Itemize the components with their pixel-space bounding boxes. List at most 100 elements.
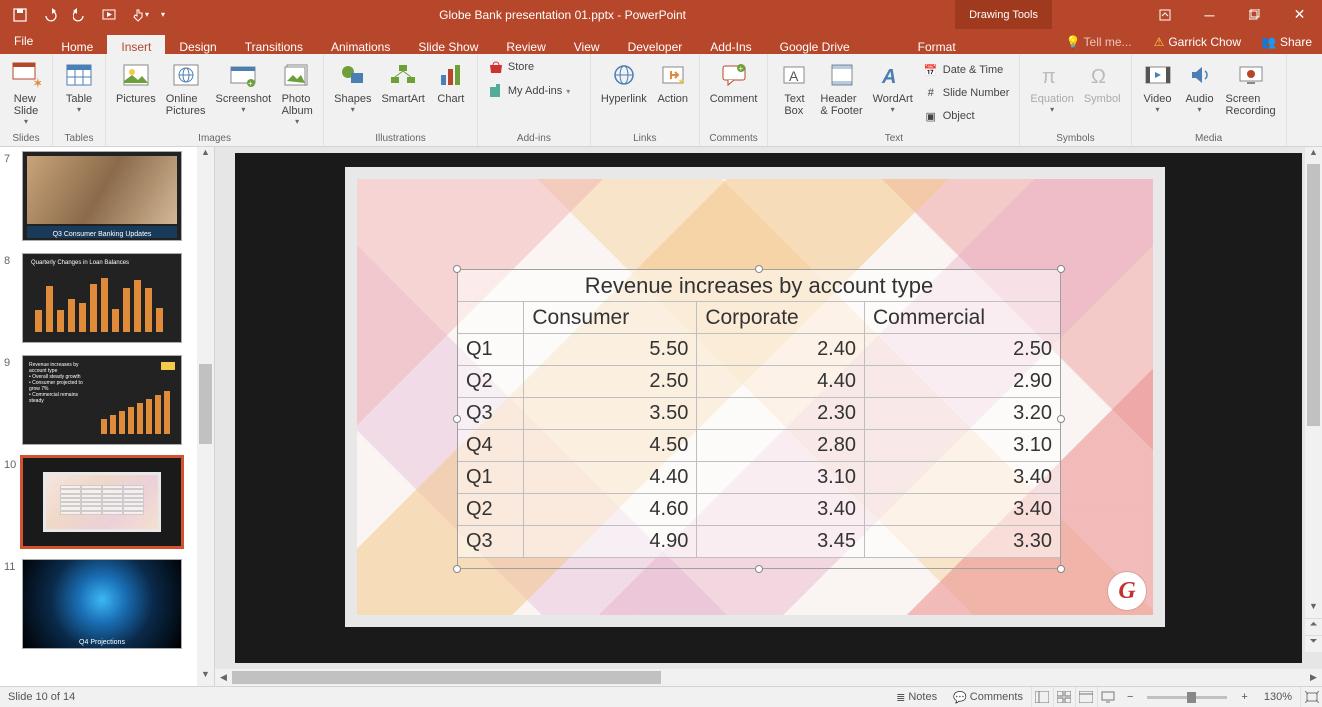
save-button[interactable] — [6, 3, 34, 27]
wordart-button[interactable]: AWordArt▾ — [869, 56, 917, 114]
normal-view-button[interactable] — [1031, 687, 1053, 707]
slide-thumbnail-pane[interactable]: 7Q3 Consumer Banking Updates8Quarterly C… — [0, 147, 215, 686]
photo-album-button[interactable]: PhotoAlbum▾ — [277, 56, 317, 126]
next-slide-button[interactable]: ⏷ — [1305, 635, 1322, 652]
svg-text:+: + — [738, 64, 743, 73]
header-footer-label: Header& Footer — [820, 93, 862, 117]
scroll-thumb[interactable] — [1307, 164, 1320, 426]
video-button[interactable]: Video▾ — [1138, 56, 1178, 114]
slide-thumbnail-8[interactable]: 8Quarterly Changes in Loan Balances — [0, 249, 195, 351]
close-button[interactable]: ✕ — [1277, 0, 1322, 29]
resize-handle-ne[interactable] — [1057, 265, 1065, 273]
resize-handle-se[interactable] — [1057, 565, 1065, 573]
slide-show-button[interactable] — [1097, 687, 1119, 707]
editor-horizontal-scrollbar[interactable]: ◀ ▶ — [215, 669, 1322, 686]
date-time-button[interactable]: 📅Date & Time — [919, 59, 1014, 81]
slide-thumbnail-7[interactable]: 7Q3 Consumer Banking Updates — [0, 147, 195, 249]
table-object[interactable]: Revenue increases by account typeConsume… — [457, 269, 1061, 569]
smartart-button[interactable]: SmartArt — [377, 56, 428, 105]
thumbnail-preview: Q4 Projections — [22, 559, 182, 649]
fit-to-window-button[interactable] — [1300, 687, 1322, 707]
resize-handle-n[interactable] — [755, 265, 763, 273]
shapes-label: Shapes — [334, 93, 371, 105]
scroll-right-button[interactable]: ▶ — [1305, 672, 1322, 683]
shapes-button[interactable]: Shapes▾ — [330, 56, 375, 114]
screenshot-button[interactable]: +Screenshot▾ — [212, 56, 276, 114]
store-button[interactable]: Store — [484, 56, 584, 78]
ribbon-display-options-button[interactable] — [1142, 0, 1187, 29]
screen-recording-button[interactable]: ScreenRecording — [1222, 56, 1280, 117]
resize-handle-sw[interactable] — [453, 565, 461, 573]
globe-bank-logo: G — [1107, 571, 1147, 611]
smartart-icon — [387, 59, 419, 91]
reading-view-button[interactable] — [1075, 687, 1097, 707]
chart-button[interactable]: Chart — [431, 56, 471, 105]
slide-thumbnail-9[interactable]: 9Revenue increases by account type• Over… — [0, 351, 195, 453]
scroll-up-button[interactable]: ▲ — [197, 147, 214, 164]
online-pictures-button[interactable]: OnlinePictures — [162, 56, 210, 117]
redo-button[interactable] — [66, 3, 94, 27]
zoom-slider-knob[interactable] — [1187, 692, 1196, 703]
scroll-thumb[interactable] — [232, 671, 661, 684]
scroll-down-button[interactable]: ▼ — [197, 669, 214, 686]
object-button[interactable]: ▣Object — [919, 105, 1014, 127]
table-button[interactable]: Table▾ — [59, 56, 99, 114]
comment-button[interactable]: + Comment — [706, 56, 762, 105]
photo-album-label: PhotoAlbum — [282, 93, 313, 117]
scroll-left-button[interactable]: ◀ — [215, 672, 232, 683]
dropdown-caret: ▾ — [1156, 105, 1160, 114]
resize-handle-s[interactable] — [755, 565, 763, 573]
comments-button[interactable]: 💬Comments — [945, 687, 1031, 707]
pictures-button[interactable]: Pictures — [112, 56, 160, 105]
screenshot-label: Screenshot — [216, 93, 272, 105]
zoom-in-button[interactable]: + — [1233, 687, 1255, 707]
notes-button[interactable]: ≣Notes — [888, 687, 945, 707]
slide[interactable]: G Revenue increases by account typeConsu… — [345, 167, 1165, 627]
header-footer-button[interactable]: Header& Footer — [816, 56, 866, 117]
slide-thumbnail-10[interactable]: 10 — [0, 453, 195, 555]
zoom-level[interactable]: 130% — [1256, 687, 1300, 707]
hyperlink-button[interactable]: Hyperlink — [597, 56, 651, 105]
start-from-beginning-button[interactable] — [96, 3, 124, 27]
tell-me-input[interactable]: 💡 Tell me... — [1053, 30, 1143, 54]
scroll-track[interactable] — [197, 164, 214, 669]
my-addins-button[interactable]: My Add-ins ▾ — [484, 80, 584, 102]
svg-text:A: A — [881, 66, 896, 87]
zoom-out-button[interactable]: − — [1119, 687, 1141, 707]
slide-number-button[interactable]: #Slide Number — [919, 82, 1014, 104]
action-button[interactable]: ✶Action — [653, 56, 693, 105]
slide-thumbnail-11[interactable]: 11Q4 Projections — [0, 555, 195, 657]
resize-handle-nw[interactable] — [453, 265, 461, 273]
scroll-track[interactable] — [1305, 164, 1322, 601]
previous-slide-button[interactable]: ⏶ — [1305, 618, 1322, 635]
tab-file[interactable]: File — [0, 29, 47, 54]
slide-counter[interactable]: Slide 10 of 14 — [0, 691, 75, 703]
addins-icon — [488, 83, 504, 99]
scroll-thumb[interactable] — [199, 364, 212, 444]
editor-vertical-scrollbar[interactable]: ▲ ▼ ⏶ ⏷ — [1305, 147, 1322, 652]
resize-handle-e[interactable] — [1057, 415, 1065, 423]
undo-button[interactable] — [36, 3, 64, 27]
text-box-button[interactable]: ATextBox — [774, 56, 814, 117]
customize-qat-button[interactable]: ▾ — [156, 3, 170, 27]
ribbon-tabs: File HomeInsertDesignTransitionsAnimatio… — [0, 29, 1322, 54]
comment-label: Comment — [710, 93, 758, 105]
scroll-track[interactable] — [232, 669, 1305, 686]
store-label: Store — [508, 61, 534, 73]
thumbnail-scrollbar[interactable]: ▲ ▼ — [197, 147, 214, 686]
new-slide-button[interactable]: ✶NewSlide▾ — [6, 56, 46, 126]
canvas-area[interactable]: G Revenue increases by account typeConsu… — [215, 147, 1322, 669]
maximize-button[interactable] — [1232, 0, 1277, 29]
audio-button[interactable]: Audio▾ — [1180, 56, 1220, 114]
minimize-button[interactable]: ─ — [1187, 0, 1232, 29]
touch-mode-button[interactable]: ▾ — [126, 3, 154, 27]
slide-sorter-button[interactable] — [1053, 687, 1075, 707]
svg-text:+: + — [248, 79, 253, 87]
user-account[interactable]: ⚠Garrick Chow — [1144, 30, 1251, 54]
share-button[interactable]: 👥Share — [1251, 30, 1322, 54]
object-label: Object — [943, 110, 975, 122]
zoom-slider[interactable] — [1147, 696, 1227, 699]
scroll-down-button[interactable]: ▼ — [1305, 601, 1322, 618]
scroll-up-button[interactable]: ▲ — [1305, 147, 1322, 164]
resize-handle-w[interactable] — [453, 415, 461, 423]
